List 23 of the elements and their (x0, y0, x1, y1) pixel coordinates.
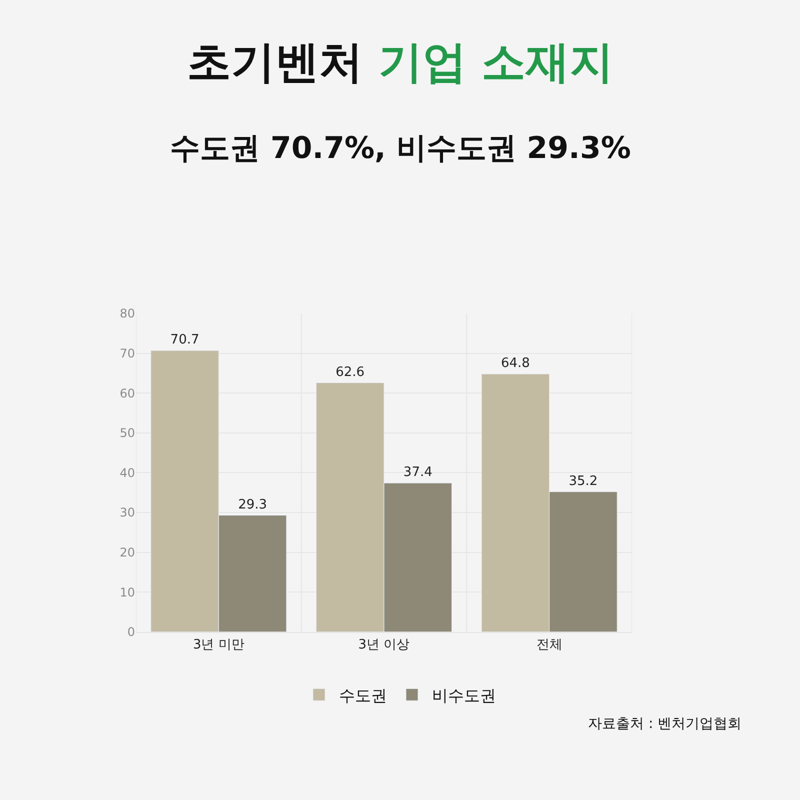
y-tick-label: 30 (120, 506, 135, 520)
y-tick-label: 70 (120, 346, 135, 361)
chart-subtitle: 수도권 70.7%, 비수도권 29.3% (170, 131, 631, 166)
legend-label: 수도권 (339, 686, 387, 705)
data-label: 29.3 (238, 497, 268, 512)
y-tick-label: 10 (120, 585, 135, 600)
y-tick-label: 20 (120, 545, 135, 560)
data-label: 37.4 (403, 465, 432, 480)
data-label: 64.8 (500, 356, 530, 372)
x-tick-label: 3년 이상 (358, 637, 410, 652)
y-tick-label: 50 (120, 426, 135, 440)
legend-label: 비수도권 (432, 686, 496, 705)
chart-title: 초기벤처 기업 소재지 (187, 37, 614, 88)
x-tick-label: 3년 미만 (192, 637, 244, 652)
text: 자료출처 : 벤처기업협회 (588, 716, 742, 732)
y-tick-label: 80 (120, 306, 135, 321)
data-label: 70.7 (170, 332, 200, 348)
x-tick-label: 전체 (536, 637, 562, 652)
y-tick-label: 60 (120, 386, 135, 400)
y-tick-label: 40 (120, 466, 135, 480)
data-label: 62.6 (336, 364, 365, 380)
y-tick-label: 0 (127, 625, 135, 640)
data-label: 35.2 (568, 474, 598, 489)
